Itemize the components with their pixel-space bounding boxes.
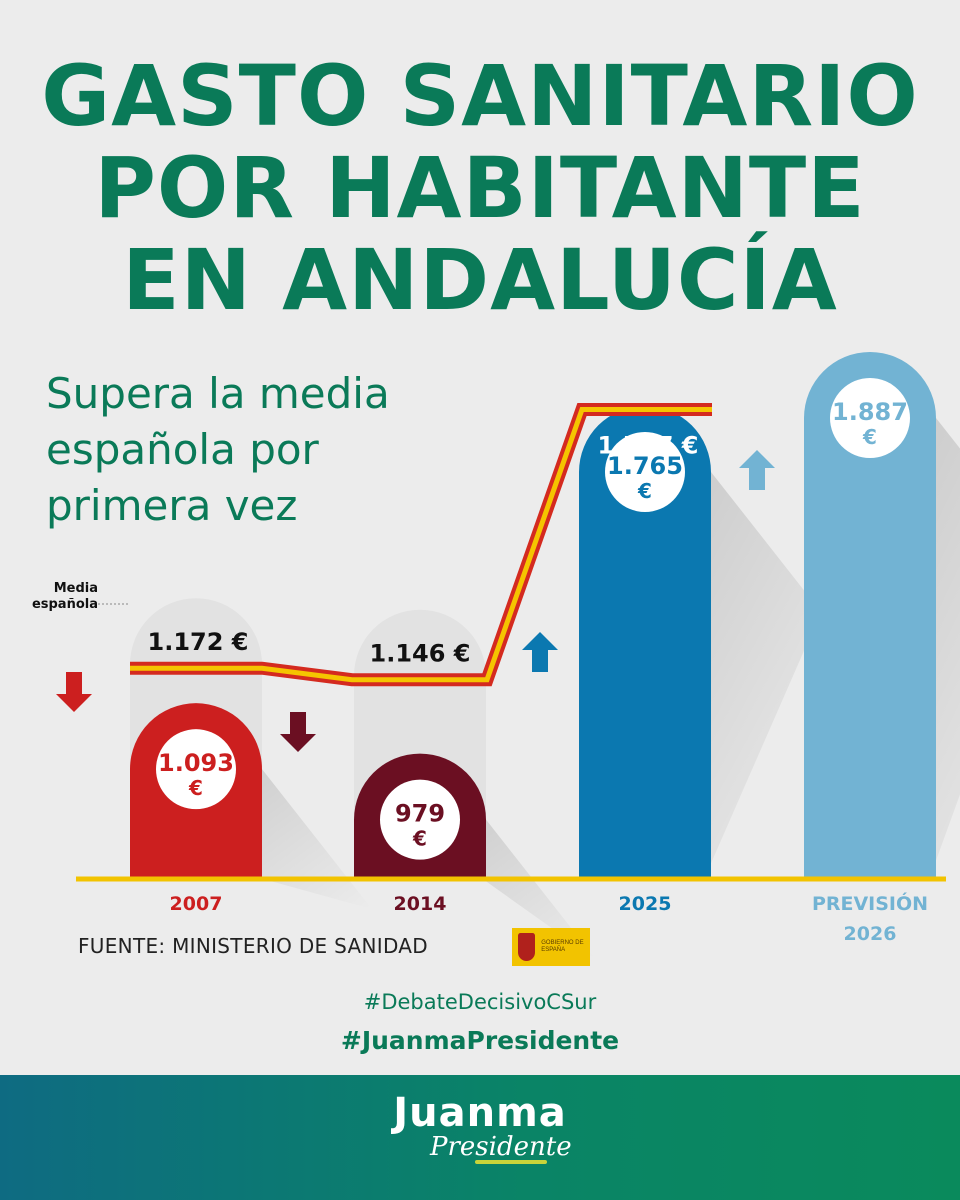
subtitle: Supera la media española por primera vez [46,369,390,530]
source-note: FUENTE: MINISTERIO DE SANIDAD [78,934,428,958]
media-label: española [32,597,98,612]
media-label: Media [54,581,98,596]
arrow-up-icon [739,450,775,490]
value-unit: € [188,776,203,800]
hashtag[interactable]: #JuanmaPresidente [340,1026,620,1055]
brand-underline [475,1160,547,1164]
title-line: EN ANDALUCÍA [122,231,838,329]
hashtag[interactable]: #DebateDecisivoCSur [363,990,597,1014]
value-unit: € [412,827,427,851]
value-unit: € [637,479,652,503]
media-line-stripe [130,406,712,683]
value-label: 1.093 [158,749,234,777]
title-line: GASTO SANITARIO [41,47,919,145]
category-label: 2014 [394,893,447,915]
bar [579,405,711,877]
footer-band [0,1075,960,1200]
value-label: 1.887 [832,398,908,426]
media-value-label: 1.172 € [148,628,249,656]
bar [804,352,936,877]
coat-of-arms-icon [518,933,536,961]
title-line: POR HABITANTE [94,139,866,237]
value-label: 979 [395,800,445,828]
value-badge [380,779,460,860]
media-value-label: 1.146 € [370,640,471,668]
value-unit: € [862,425,877,449]
gobierno-espana-logo: GOBIERNO DE ESPAÑA [512,928,590,966]
arrow-down-icon [56,672,92,712]
brand-logo: Juanma [393,1090,567,1136]
category-label: 2025 [619,893,672,915]
category-label: 2026 [844,923,897,945]
page-title: GASTO SANITARIO POR HABITANTE EN ANDALUC… [0,50,960,326]
category-label: 2007 [170,893,223,915]
value-label: 1.765 [607,452,683,480]
arrow-down-icon [280,712,316,752]
category-label: PREVISIÓN [812,891,928,915]
arrow-up-icon [522,632,558,672]
brand-logo-subtitle: Presidente [430,1132,572,1162]
media-value-label: 1.757 € [598,431,699,459]
value-badge [830,378,910,458]
value-badge [156,729,236,810]
gov-logo-text: GOBIERNO DE ESPAÑA [541,940,584,953]
value-badge [605,431,685,512]
